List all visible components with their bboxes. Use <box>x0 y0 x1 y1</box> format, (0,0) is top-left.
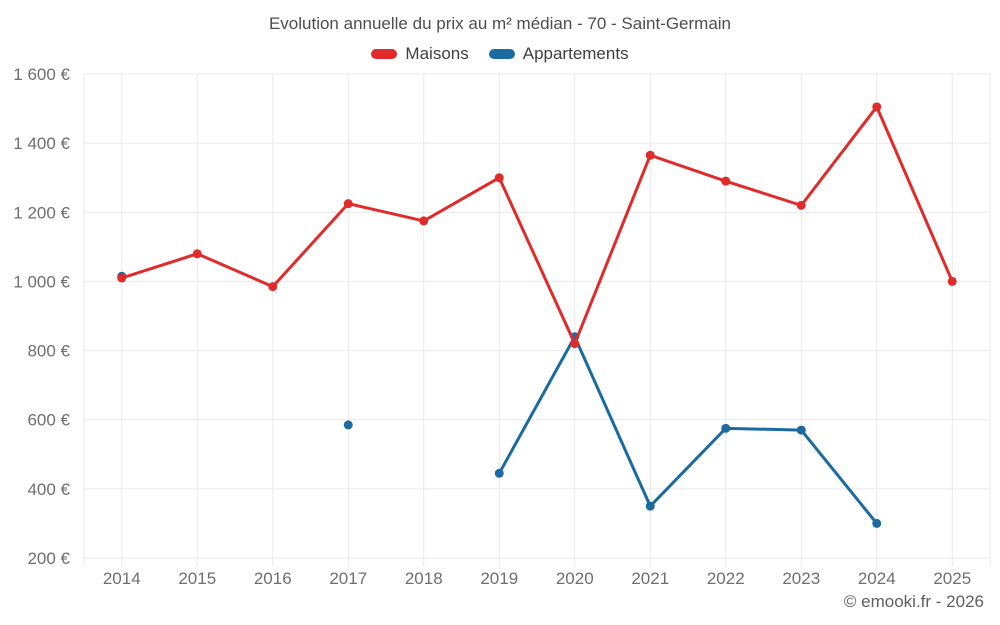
y-axis-label-1200: 1 200 € <box>13 203 70 222</box>
data-point-appartements-2021[interactable] <box>645 501 655 511</box>
data-point-maisons-2017[interactable] <box>343 199 353 209</box>
data-point-maisons-2024[interactable] <box>872 102 882 112</box>
series-line-appartements <box>497 335 879 525</box>
x-axis-label-2024: 2024 <box>858 569 896 588</box>
y-axis-label-1600: 1 600 € <box>13 65 70 84</box>
y-axis-label-600: 600 € <box>27 411 70 430</box>
chart-title: Evolution annuelle du prix au m² médian … <box>268 14 732 33</box>
x-axis-label-2020: 2020 <box>556 569 594 588</box>
series-line-maisons <box>120 105 954 346</box>
legend-label-appartements: Appartements <box>522 44 629 63</box>
x-axis-label-2017: 2017 <box>329 569 367 588</box>
copyright-watermark: © emooki.fr - 2026 <box>843 592 984 611</box>
x-axis-label-2018: 2018 <box>405 569 443 588</box>
data-point-maisons-2016[interactable] <box>268 282 278 292</box>
data-point-maisons-2023[interactable] <box>796 200 806 210</box>
data-point-maisons-2019[interactable] <box>494 173 504 183</box>
data-point-maisons-2014[interactable] <box>117 273 127 283</box>
x-axis-label-2025: 2025 <box>933 569 971 588</box>
y-axis-label-1400: 1 400 € <box>13 134 70 153</box>
chart-legend: Maisons Appartements <box>0 44 1000 64</box>
legend-item-maisons[interactable]: Maisons <box>371 44 469 64</box>
series-maisons <box>117 102 957 349</box>
y-axis-label-200: 200 € <box>27 549 70 568</box>
data-point-maisons-2022[interactable] <box>721 176 731 186</box>
data-point-appartements-2022[interactable] <box>721 423 731 433</box>
data-point-appartements-2023[interactable] <box>796 425 806 435</box>
legend-item-appartements[interactable]: Appartements <box>488 44 629 64</box>
data-point-maisons-2018[interactable] <box>419 216 429 226</box>
data-point-appartements-2019[interactable] <box>494 468 504 478</box>
maisons-series-swatch <box>371 49 398 59</box>
data-point-maisons-2021[interactable] <box>645 150 655 160</box>
data-point-maisons-2020[interactable] <box>570 339 580 349</box>
x-axis-label-2016: 2016 <box>254 569 292 588</box>
x-axis-label-2022: 2022 <box>707 569 745 588</box>
y-axis-label-400: 400 € <box>27 480 70 499</box>
x-axis-label-2021: 2021 <box>631 569 669 588</box>
data-point-appartements-2024[interactable] <box>872 518 882 528</box>
y-axis-label-1000: 1 000 € <box>13 272 70 291</box>
data-point-maisons-2015[interactable] <box>192 249 202 259</box>
x-axis-label-2019: 2019 <box>480 569 518 588</box>
legend-label-maisons: Maisons <box>405 44 469 63</box>
x-axis-label-2015: 2015 <box>178 569 216 588</box>
y-axis-label-800: 800 € <box>27 342 70 361</box>
data-point-appartements-2017[interactable] <box>343 420 353 430</box>
x-axis-label-2023: 2023 <box>782 569 820 588</box>
data-point-maisons-2025[interactable] <box>947 276 957 286</box>
x-axis-label-2014: 2014 <box>103 569 141 588</box>
appartements-series-swatch <box>488 49 515 59</box>
